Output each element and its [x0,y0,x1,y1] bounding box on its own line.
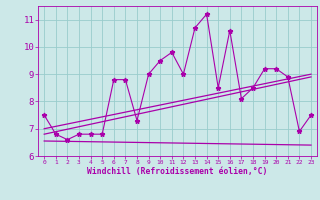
X-axis label: Windchill (Refroidissement éolien,°C): Windchill (Refroidissement éolien,°C) [87,167,268,176]
